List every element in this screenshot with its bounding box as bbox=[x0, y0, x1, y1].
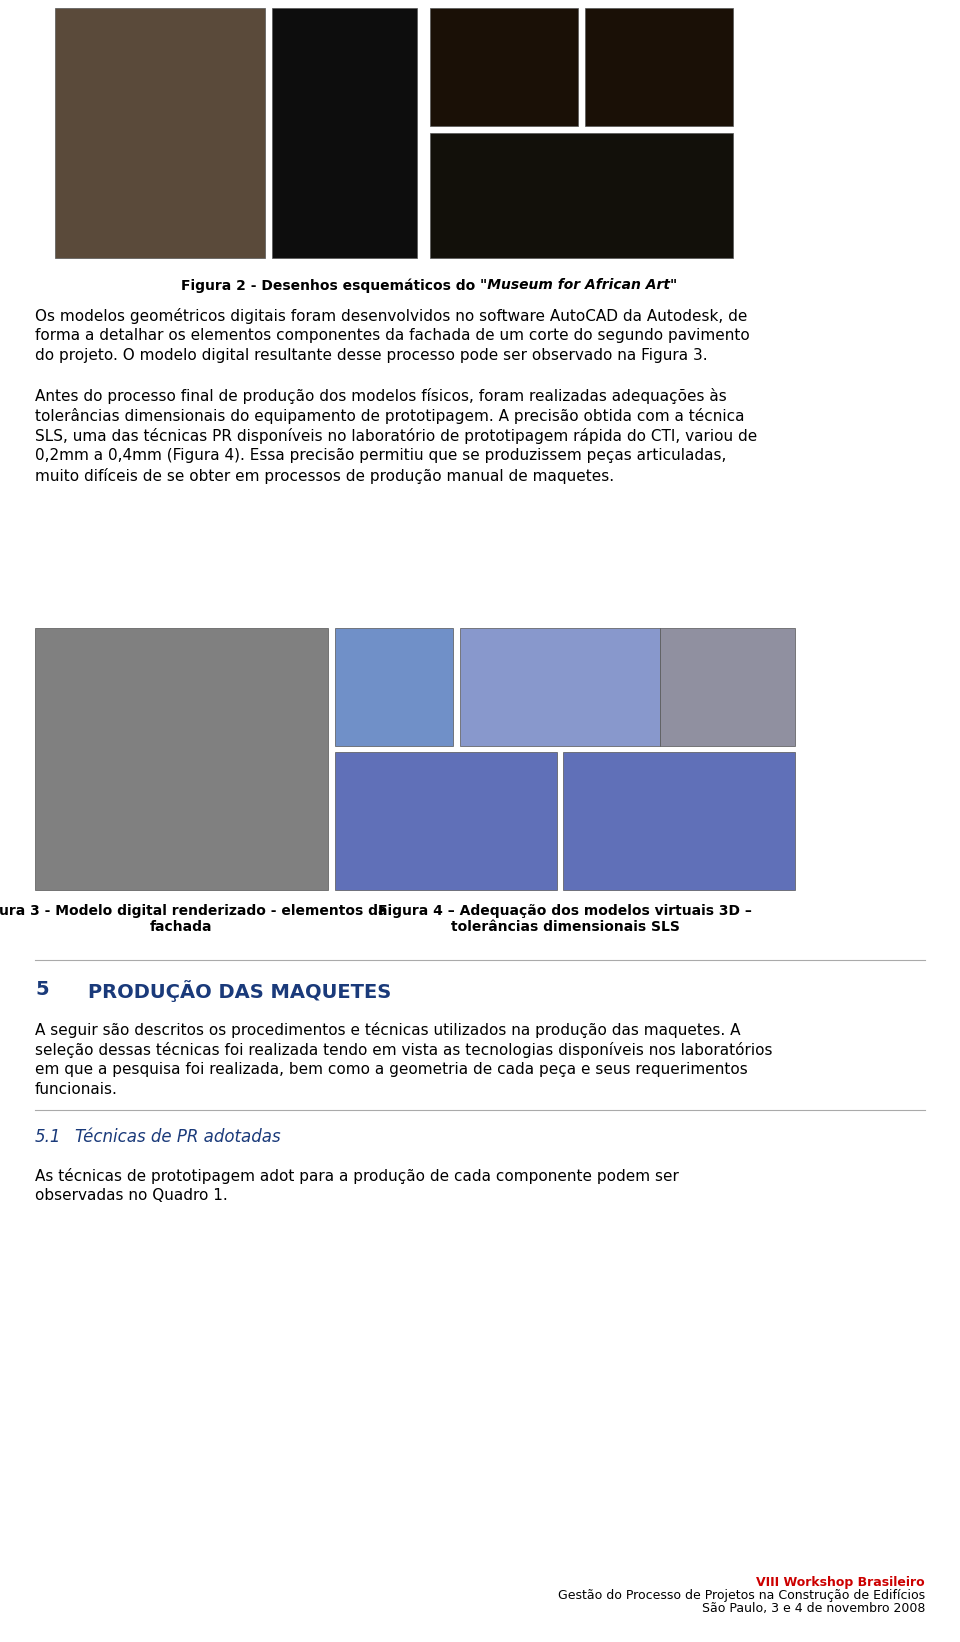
Bar bbox=[335, 627, 453, 745]
Bar bbox=[430, 133, 733, 258]
Text: 5.1: 5.1 bbox=[35, 1128, 61, 1146]
Text: seleção dessas técnicas foi realizada tendo em vista as tecnologias disponíveis : seleção dessas técnicas foi realizada te… bbox=[35, 1043, 773, 1057]
Text: Os modelos geométricos digitais foram desenvolvidos no software AutoCAD da Autod: Os modelos geométricos digitais foram de… bbox=[35, 309, 748, 323]
Bar bbox=[35, 627, 328, 890]
Text: em que a pesquisa foi realizada, bem como a geometria de cada peça e seus requer: em que a pesquisa foi realizada, bem com… bbox=[35, 1062, 748, 1077]
Text: A seguir são descritos os procedimentos e técnicas utilizados na produção das ma: A seguir são descritos os procedimentos … bbox=[35, 1021, 740, 1038]
Text: "Museum for African Art": "Museum for African Art" bbox=[480, 277, 677, 292]
Bar bbox=[335, 752, 557, 890]
Text: VIII Workshop Brasileiro: VIII Workshop Brasileiro bbox=[756, 1576, 925, 1589]
Text: muito difíceis de se obter em processos de produção manual de maquetes.: muito difíceis de se obter em processos … bbox=[35, 468, 614, 484]
Text: Gestão do Processo de Projetos na Construção de Edifícios: Gestão do Processo de Projetos na Constr… bbox=[558, 1589, 925, 1603]
Text: fachada: fachada bbox=[150, 920, 212, 934]
Bar bbox=[585, 8, 733, 126]
Text: observadas no Quadro 1.: observadas no Quadro 1. bbox=[35, 1189, 228, 1204]
Text: SLS, uma das técnicas PR disponíveis no laboratório de prototipagem rápida do CT: SLS, uma das técnicas PR disponíveis no … bbox=[35, 429, 757, 443]
Text: São Paulo, 3 e 4 de novembro 2008: São Paulo, 3 e 4 de novembro 2008 bbox=[702, 1603, 925, 1616]
Text: Técnicas de PR adotadas: Técnicas de PR adotadas bbox=[75, 1128, 280, 1146]
Text: Antes do processo final de produção dos modelos físicos, foram realizadas adequa: Antes do processo final de produção dos … bbox=[35, 388, 727, 404]
Bar bbox=[430, 8, 578, 126]
Text: Figura 4 – Adequação dos modelos virtuais 3D –: Figura 4 – Adequação dos modelos virtuai… bbox=[378, 905, 752, 918]
Bar bbox=[55, 8, 265, 258]
Text: forma a detalhar os elementos componentes da fachada de um corte do segundo pavi: forma a detalhar os elementos componente… bbox=[35, 328, 750, 343]
Text: Figura 3 - Modelo digital renderizado - elementos da: Figura 3 - Modelo digital renderizado - … bbox=[0, 905, 387, 918]
Bar bbox=[660, 627, 795, 745]
Text: Figura 2 - Desenhos esquemáticos do: Figura 2 - Desenhos esquemáticos do bbox=[180, 277, 480, 292]
Text: tolerâncias dimensionais do equipamento de prototipagem. A precisão obtida com a: tolerâncias dimensionais do equipamento … bbox=[35, 407, 745, 424]
Text: tolerâncias dimensionais SLS: tolerâncias dimensionais SLS bbox=[450, 920, 680, 934]
Bar bbox=[272, 8, 417, 258]
Text: As técnicas de prototipagem adot para a produção de cada componente podem ser: As técnicas de prototipagem adot para a … bbox=[35, 1167, 679, 1184]
Text: 5: 5 bbox=[35, 980, 49, 998]
Bar bbox=[460, 627, 660, 745]
Bar bbox=[563, 752, 795, 890]
Text: PRODUÇÃO DAS MAQUETES: PRODUÇÃO DAS MAQUETES bbox=[88, 980, 392, 1002]
Text: 0,2mm a 0,4mm (Figura 4). Essa precisão permitiu que se produzissem peças articu: 0,2mm a 0,4mm (Figura 4). Essa precisão … bbox=[35, 448, 727, 463]
Text: do projeto. O modelo digital resultante desse processo pode ser observado na Fig: do projeto. O modelo digital resultante … bbox=[35, 348, 708, 363]
Text: funcionais.: funcionais. bbox=[35, 1082, 118, 1097]
